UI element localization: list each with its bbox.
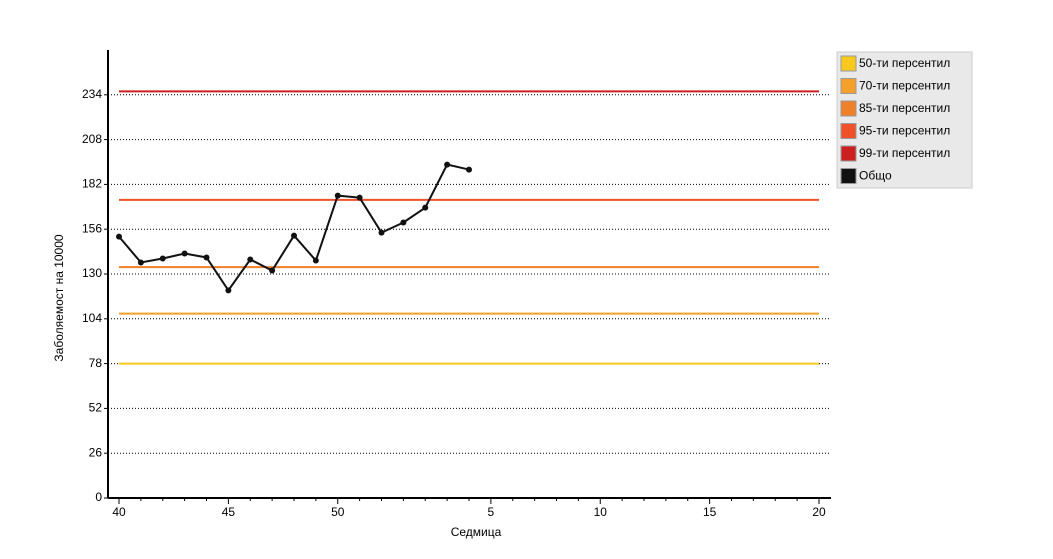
- legend-swatch: [840, 55, 857, 72]
- data-point: [203, 254, 210, 261]
- y-tick-label: 156: [82, 221, 102, 235]
- data-point: [116, 233, 122, 240]
- x-tick-label: 20: [812, 505, 826, 519]
- legend-swatch: [840, 168, 857, 184]
- y-tick-label: 182: [82, 177, 102, 191]
- data-point: [466, 166, 472, 173]
- series-line: [118, 163, 470, 293]
- legend-swatch: [840, 100, 857, 117]
- x-tick-label: 50: [331, 505, 345, 519]
- x-tick-label: 15: [703, 505, 717, 519]
- y-tick-label: 52: [89, 401, 103, 415]
- legend-label: 85-ти персентил: [859, 101, 950, 115]
- data-point: [356, 194, 363, 201]
- y-tick-label: 130: [82, 266, 102, 280]
- data-point: [400, 219, 407, 226]
- y-axis-label: Заболяемост на 10000: [52, 234, 66, 361]
- legend-label: 95-ти персентил: [859, 124, 950, 138]
- legend-swatch: [840, 123, 857, 139]
- y-tick-label: 78: [89, 356, 103, 370]
- data-point: [247, 256, 254, 263]
- data-point: [422, 204, 429, 211]
- legend-label: Общо: [859, 169, 892, 183]
- legend-swatch: [840, 78, 857, 94]
- y-tick-label: 26: [89, 445, 103, 459]
- x-tick-label: 10: [594, 505, 608, 519]
- y-tick-label: 208: [82, 132, 102, 146]
- data-point: [334, 192, 341, 199]
- legend-swatch: [840, 145, 857, 162]
- data-point: [312, 257, 319, 264]
- data-point: [378, 229, 385, 236]
- data-point: [291, 232, 297, 239]
- x-tick-label: 45: [222, 505, 236, 519]
- data-point: [269, 267, 276, 274]
- y-tick-label: 0: [95, 490, 102, 504]
- data-point: [159, 255, 166, 262]
- data-point: [137, 259, 144, 266]
- legend-label: 70-ти персентил: [859, 79, 950, 93]
- legend-label: 99-ти персентил: [859, 146, 950, 160]
- x-axis-label: Седмица: [451, 525, 502, 539]
- data-point: [181, 250, 188, 257]
- legend-box: [836, 51, 973, 189]
- x-tick-label: 40: [112, 505, 126, 519]
- x-tick-label: 5: [488, 505, 495, 519]
- data-point: [225, 287, 232, 294]
- y-tick-label: 104: [82, 311, 102, 325]
- legend-label: 50-ти персентил: [859, 56, 950, 70]
- data-point: [444, 161, 451, 168]
- legend: 50-ти персентил 70-ти персентил 85-ти перс…: [836, 51, 973, 189]
- y-tick-label: 234: [82, 87, 102, 101]
